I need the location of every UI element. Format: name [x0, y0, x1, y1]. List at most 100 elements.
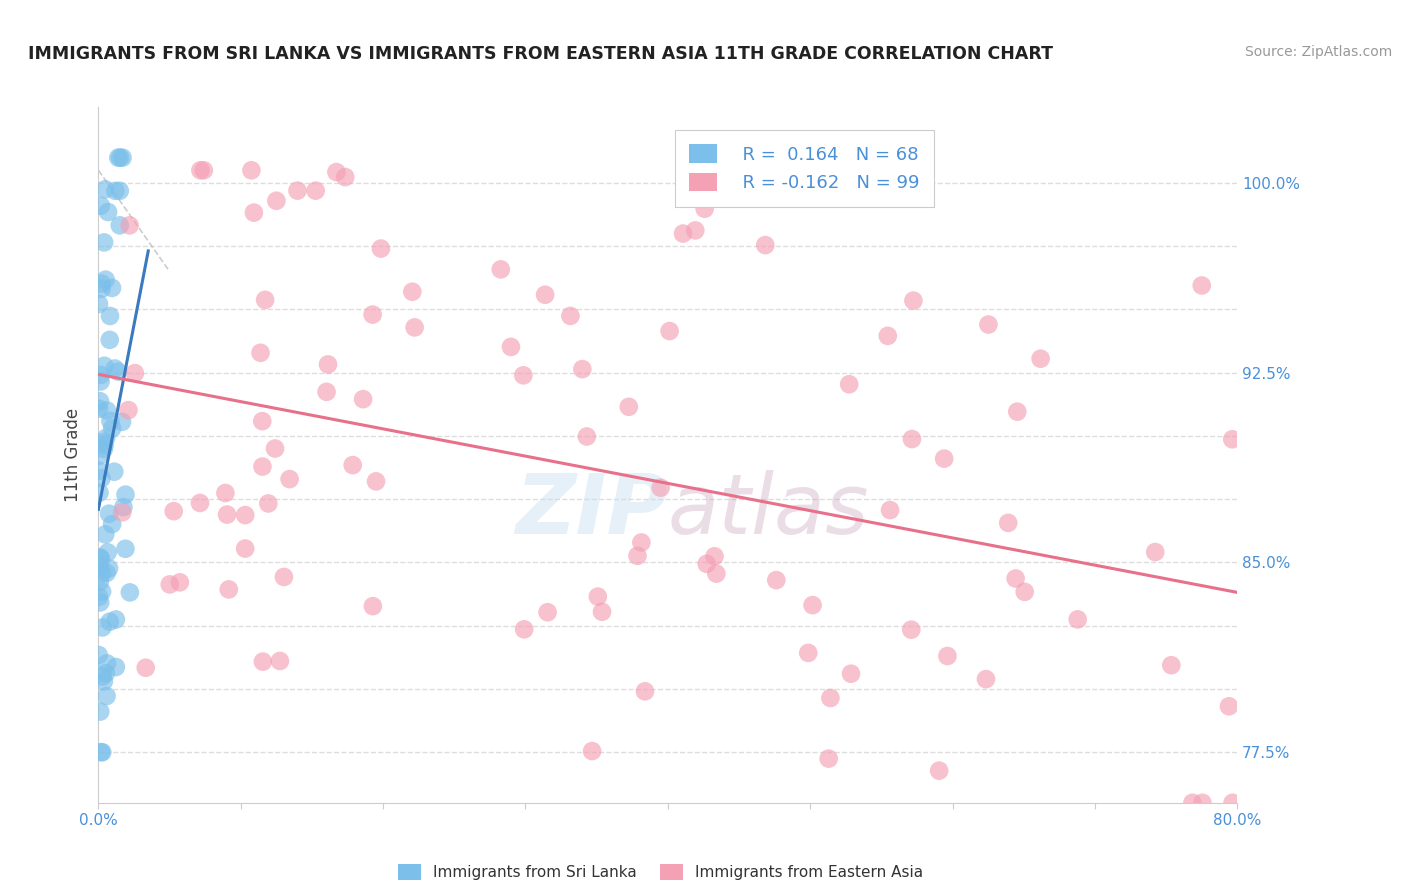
- Point: [94, 527, 117, 541]
- Legend: Immigrants from Sri Lanka, Immigrants from Eastern Asia: Immigrants from Sri Lanka, Immigrants fr…: [398, 864, 924, 880]
- Point: [974, 672, 997, 686]
- Point: [1181, 796, 1204, 810]
- Point: [586, 590, 609, 604]
- Point: [536, 605, 558, 619]
- Point: [370, 242, 392, 256]
- Point: [489, 262, 512, 277]
- Point: [90, 551, 112, 566]
- Point: [352, 392, 374, 406]
- Point: [240, 163, 263, 178]
- Point: [335, 169, 357, 184]
- Point: [107, 365, 129, 379]
- Point: [101, 281, 124, 295]
- Point: [316, 358, 339, 372]
- Point: [118, 585, 141, 599]
- Point: [273, 570, 295, 584]
- Point: [817, 751, 839, 765]
- Text: Source: ZipAtlas.com: Source: ZipAtlas.com: [1244, 45, 1392, 59]
- Point: [264, 442, 287, 456]
- Point: [839, 666, 862, 681]
- Point: [104, 660, 127, 674]
- Point: [98, 414, 121, 428]
- Point: [89, 574, 111, 589]
- Point: [98, 615, 121, 629]
- Text: ZIP: ZIP: [515, 470, 668, 551]
- Point: [124, 366, 146, 380]
- Point: [98, 333, 121, 347]
- Point: [534, 287, 557, 301]
- Point: [90, 277, 112, 291]
- Point: [91, 620, 114, 634]
- Point: [404, 320, 426, 334]
- Point: [87, 297, 110, 311]
- Point: [163, 504, 186, 518]
- Point: [111, 151, 134, 165]
- Point: [936, 648, 959, 663]
- Point: [93, 674, 115, 689]
- Point: [626, 549, 648, 563]
- Point: [91, 584, 114, 599]
- Point: [91, 566, 114, 581]
- Point: [364, 475, 387, 489]
- Point: [1004, 572, 1026, 586]
- Point: [401, 285, 423, 299]
- Point: [1218, 699, 1240, 714]
- Point: [1029, 351, 1052, 366]
- Point: [90, 745, 112, 759]
- Point: [591, 605, 613, 619]
- Point: [111, 415, 134, 429]
- Point: [89, 550, 111, 565]
- Point: [89, 595, 111, 609]
- Point: [96, 566, 118, 580]
- Point: [243, 205, 266, 219]
- Point: [96, 689, 118, 703]
- Point: [876, 329, 898, 343]
- Point: [89, 394, 111, 409]
- Point: [98, 309, 121, 323]
- Point: [101, 421, 124, 435]
- Point: [90, 471, 112, 485]
- Text: IMMIGRANTS FROM SRI LANKA VS IMMIGRANTS FROM EASTERN ASIA 11TH GRADE CORRELATION: IMMIGRANTS FROM SRI LANKA VS IMMIGRANTS …: [28, 45, 1053, 62]
- Point: [93, 359, 115, 373]
- Point: [107, 151, 129, 165]
- Point: [575, 429, 598, 443]
- Point: [188, 496, 211, 510]
- Point: [1191, 278, 1213, 293]
- Point: [94, 666, 117, 681]
- Point: [571, 362, 593, 376]
- Point: [98, 507, 121, 521]
- Point: [658, 324, 681, 338]
- Point: [87, 401, 110, 416]
- Point: [499, 340, 522, 354]
- Point: [797, 646, 820, 660]
- Point: [1014, 584, 1036, 599]
- Point: [114, 488, 136, 502]
- Point: [765, 573, 787, 587]
- Point: [1222, 796, 1244, 810]
- Point: [685, 223, 707, 237]
- Point: [361, 308, 384, 322]
- Point: [90, 282, 112, 296]
- Point: [111, 505, 134, 519]
- Point: [672, 227, 695, 241]
- Point: [278, 472, 301, 486]
- Point: [89, 559, 111, 574]
- Point: [89, 705, 111, 719]
- Point: [617, 400, 640, 414]
- Point: [305, 184, 328, 198]
- Point: [117, 403, 139, 417]
- Point: [104, 184, 127, 198]
- Point: [87, 464, 110, 478]
- Point: [108, 184, 131, 198]
- Point: [96, 657, 118, 671]
- Point: [108, 151, 131, 165]
- Point: [252, 655, 274, 669]
- Point: [87, 648, 110, 662]
- Point: [342, 458, 364, 472]
- Point: [361, 599, 384, 614]
- Point: [112, 500, 135, 515]
- Point: [169, 575, 191, 590]
- Point: [252, 414, 274, 428]
- Point: [97, 205, 120, 219]
- Point: [754, 238, 776, 252]
